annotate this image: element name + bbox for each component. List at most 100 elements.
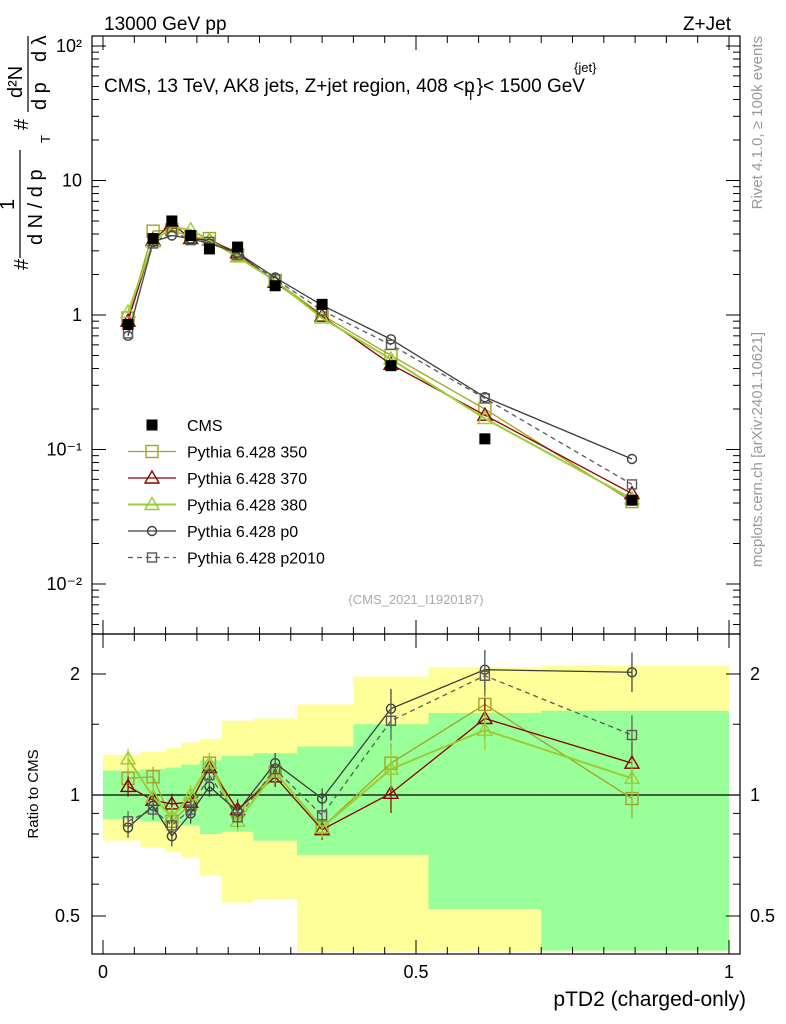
ratio-ytick-label-right: 2 — [750, 664, 760, 684]
main-point-p2010 — [479, 393, 491, 404]
main-point-p2010 — [626, 479, 638, 490]
legend-item-py350: Pythia 6.428 350 — [128, 445, 307, 462]
main-ytick-label: 10⁻² — [46, 574, 82, 594]
ratio-point-py380 — [382, 760, 400, 775]
plot-title-sup: {jet} — [574, 60, 597, 75]
ratio-point-py370 — [382, 784, 400, 799]
main-series-py350 — [121, 223, 639, 509]
ratio-xtick-label: 1 — [724, 962, 734, 982]
ratio-xtick-label: 0.5 — [403, 962, 428, 982]
legend-label-py370: Pythia 6.428 370 — [187, 471, 307, 488]
main-point-py380 — [313, 309, 331, 324]
header-left: 13000 GeV pp — [104, 14, 227, 35]
main-point-cms — [479, 433, 491, 445]
y-label-hash: # — [11, 258, 33, 270]
main-ytick-label: 10⁻¹ — [46, 440, 82, 460]
legend-marker-cms — [146, 419, 158, 431]
main-point-cms — [316, 298, 328, 310]
ratio-series-layer — [119, 649, 641, 847]
analysis-watermark: (CMS_2021_I1920187) — [348, 592, 483, 607]
ratio-point-p2010 — [204, 770, 215, 781]
ratio-ytick-label: 0.5 — [55, 906, 80, 926]
main-ytick-label: 1 — [72, 305, 82, 325]
y-label-dN: d N / d p — [25, 169, 47, 245]
main-point-py380 — [476, 410, 494, 425]
main-point-cms — [385, 360, 397, 372]
y-label-d2N: d²N — [5, 66, 27, 98]
legend-item-p0: Pythia 6.428 p0 — [128, 524, 298, 541]
legend-label-py350: Pythia 6.428 350 — [187, 445, 307, 462]
ratio-point-p2010 — [122, 816, 134, 827]
ratio-point-p2010 — [385, 715, 397, 726]
main-frame — [91, 35, 741, 635]
y-label-dpT: d p — [29, 82, 51, 110]
ratio-y-label: Ratio to CMS — [25, 749, 42, 838]
ratio-point-p0 — [316, 793, 328, 804]
main-ytick-label: 10² — [56, 36, 82, 56]
legend-marker-py350 — [145, 444, 159, 459]
ratio-xtick-label: 0 — [98, 962, 108, 982]
legend-marker-py370 — [143, 469, 161, 484]
legend: CMS Pythia 6.428 350 Pythia 6.428 370 Pythi… — [128, 418, 325, 568]
legend-label-py380: Pythia 6.428 380 — [187, 498, 307, 515]
main-series-layer — [119, 214, 641, 509]
ratio-point-p2010 — [232, 812, 243, 823]
main-point-cms — [147, 233, 159, 245]
x-axis-label: pTD2 (charged-only) — [553, 988, 746, 1011]
ratio-point-py350 — [146, 770, 160, 784]
ratio-series-p2010 — [122, 655, 638, 836]
legend-item-cms: CMS — [146, 418, 223, 435]
main-line-p2010 — [127, 230, 633, 485]
main-point-p0 — [626, 453, 638, 465]
ratio-point-p2010 — [269, 763, 281, 775]
ratio-point-p2010 — [185, 804, 196, 815]
band-green-7 — [297, 746, 354, 855]
main-line-p0 — [127, 234, 633, 460]
side-rivet-label: Rivet 4.1.0, ≥ 100k events — [749, 36, 766, 209]
side-mcplots-label: mcplots.cern.ch [arXiv:2401.10621] — [749, 332, 766, 567]
ratio-point-py380 — [623, 769, 641, 785]
y-label-hash2: # — [11, 118, 33, 130]
main-point-p2010 — [166, 225, 178, 237]
legend-label-p0: Pythia 6.428 p0 — [187, 524, 298, 541]
y-label-one: 1 — [0, 199, 19, 210]
main-point-cms — [626, 494, 638, 506]
header-right: Z+Jet — [683, 14, 732, 35]
main-point-cms — [122, 318, 134, 330]
y-label-T: T — [38, 135, 53, 143]
ratio-point-p2010 — [166, 820, 178, 831]
ratio-point-py380 — [313, 819, 331, 834]
plot-title-tail: }< 1500 GeV — [477, 76, 586, 97]
ratio-point-p2010 — [626, 729, 638, 741]
y-label-dlambda: d λ — [29, 35, 51, 62]
main-y-label: # 1 d N / d p T # d²N d p d λ — [0, 35, 53, 270]
plot-title-sub: T — [467, 88, 475, 103]
ratio-point-p2010 — [147, 804, 159, 815]
ratio-ytick-label: 1 — [70, 785, 80, 805]
band-green-10 — [541, 710, 729, 951]
ratio-point-py380 — [119, 750, 137, 765]
main-point-cms — [166, 215, 178, 227]
legend-label-p2010: Pythia 6.428 p2010 — [187, 551, 325, 568]
legend-label-cms: CMS — [187, 418, 223, 435]
main-ytick-label: 10 — [62, 171, 82, 191]
ratio-point-p2010 — [479, 670, 491, 681]
legend-marker-p2010 — [146, 552, 158, 563]
main-series-cms — [122, 215, 638, 506]
ratio-point-py370 — [119, 778, 137, 793]
legend-marker-p0 — [146, 525, 158, 537]
plot-title-main: CMS, 13 TeV, AK8 jets, Z+jet region, 408… — [104, 76, 475, 97]
main-axis-ticks: 10⁻² 10⁻¹ 1 10 10² 0 0.5 1 — [46, 36, 740, 982]
main-point-cms — [232, 241, 244, 253]
main-point-cms — [269, 280, 281, 292]
legend-item-py370: Pythia 6.428 370 — [128, 469, 307, 488]
main-point-p2010 — [385, 339, 397, 351]
main-point-cms — [203, 243, 215, 255]
ratio-point-p2010 — [316, 810, 328, 821]
ratio-ytick-label-right: 0.5 — [750, 906, 775, 926]
main-point-p0 — [385, 334, 397, 345]
ratio-point-py380 — [476, 721, 494, 736]
plot-title: CMS, 13 TeV, AK8 jets, Z+jet region, 408… — [104, 76, 585, 103]
ratio-ytick-label: 2 — [70, 664, 80, 684]
